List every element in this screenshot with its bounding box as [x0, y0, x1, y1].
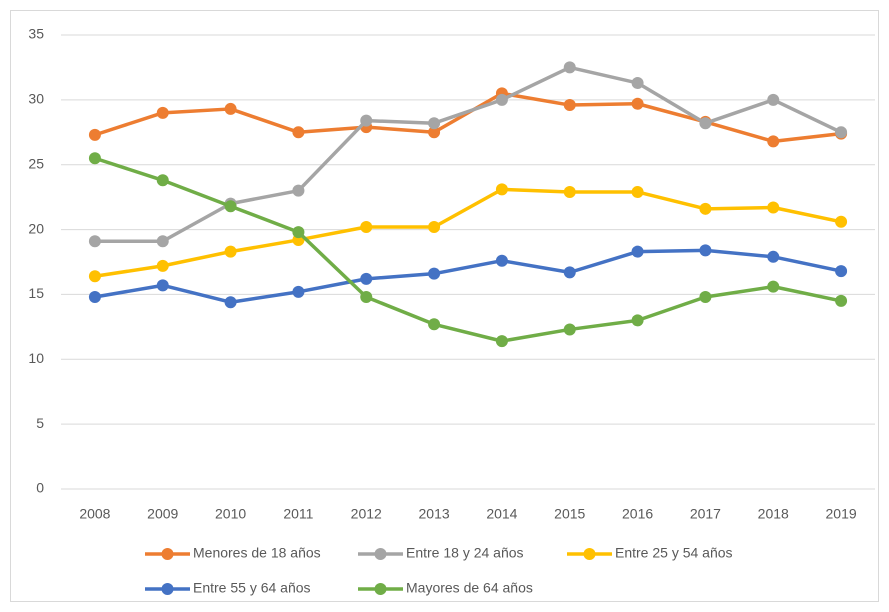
point: [495, 93, 508, 106]
point: [563, 61, 576, 74]
point: [631, 245, 644, 258]
point: [360, 220, 373, 233]
point: [495, 335, 508, 348]
point: [360, 114, 373, 127]
legend-marker: [374, 583, 387, 595]
point: [835, 215, 848, 228]
legend-label: Mayores de 64 años: [406, 580, 533, 596]
legend-marker: [374, 548, 387, 560]
point: [224, 296, 237, 309]
point: [360, 291, 373, 304]
point: [224, 245, 237, 258]
point: [699, 291, 712, 304]
point: [428, 117, 441, 130]
point: [835, 265, 848, 278]
legend-marker: [161, 583, 174, 595]
x-tick-label: 2012: [351, 506, 382, 522]
point: [224, 200, 237, 213]
point: [767, 201, 780, 214]
point: [156, 235, 169, 248]
legend-label: Entre 18 y 24 años: [406, 545, 524, 561]
x-tick-label: 2019: [826, 506, 857, 522]
point: [631, 76, 644, 89]
point: [699, 117, 712, 130]
point: [563, 99, 576, 112]
chart-border: [10, 10, 879, 602]
point: [699, 244, 712, 257]
y-tick-label: 0: [36, 480, 44, 496]
point: [835, 294, 848, 307]
point: [563, 323, 576, 336]
point: [156, 259, 169, 272]
legend-label: Menores de 18 años: [193, 545, 321, 561]
point: [88, 291, 101, 304]
series-line: [94, 65, 842, 243]
point: [292, 184, 305, 197]
x-tick-label: 2017: [690, 506, 721, 522]
point: [292, 285, 305, 298]
y-tick-label: 15: [28, 285, 44, 301]
point: [428, 318, 441, 331]
point: [156, 174, 169, 187]
x-tick-label: 2015: [554, 506, 585, 522]
point: [292, 126, 305, 139]
x-tick-label: 2011: [283, 506, 313, 522]
point: [88, 270, 101, 283]
point: [767, 280, 780, 293]
point: [156, 106, 169, 119]
point: [292, 226, 305, 239]
x-tick-label: 2010: [215, 506, 246, 522]
point: [767, 93, 780, 106]
x-tick-label: 2014: [486, 506, 517, 522]
point: [631, 314, 644, 327]
point: [428, 220, 441, 233]
point: [428, 267, 441, 280]
series-line: [94, 156, 842, 343]
point: [495, 183, 508, 196]
point: [631, 97, 644, 110]
point: [767, 135, 780, 148]
point: [428, 126, 441, 139]
point: [563, 266, 576, 279]
point: [88, 128, 101, 141]
y-tick-label: 20: [28, 220, 44, 236]
y-tick-label: 5: [36, 415, 44, 431]
point: [631, 185, 644, 198]
x-tick-label: 2016: [622, 506, 653, 522]
point: [224, 102, 237, 115]
point: [767, 250, 780, 263]
point: [88, 235, 101, 248]
y-tick-label: 35: [28, 26, 44, 42]
point: [699, 202, 712, 215]
point: [495, 254, 508, 267]
x-tick-label: 2013: [419, 506, 450, 522]
point: [156, 279, 169, 292]
x-tick-label: 2018: [758, 506, 789, 522]
series-line: [94, 248, 842, 304]
x-tick-label: 2009: [147, 506, 178, 522]
y-tick-label: 30: [28, 91, 44, 107]
point: [835, 126, 848, 139]
point: [360, 272, 373, 285]
legend-marker: [161, 548, 174, 560]
y-tick-label: 25: [28, 155, 44, 171]
legend-marker: [583, 548, 596, 560]
point: [88, 152, 101, 165]
x-tick-label: 2008: [79, 506, 110, 522]
legend-label: Entre 55 y 64 años: [193, 580, 311, 596]
y-tick-label: 10: [28, 350, 44, 366]
point: [563, 185, 576, 198]
series-line: [94, 187, 842, 278]
legend-label: Entre 25 y 54 años: [615, 545, 733, 561]
